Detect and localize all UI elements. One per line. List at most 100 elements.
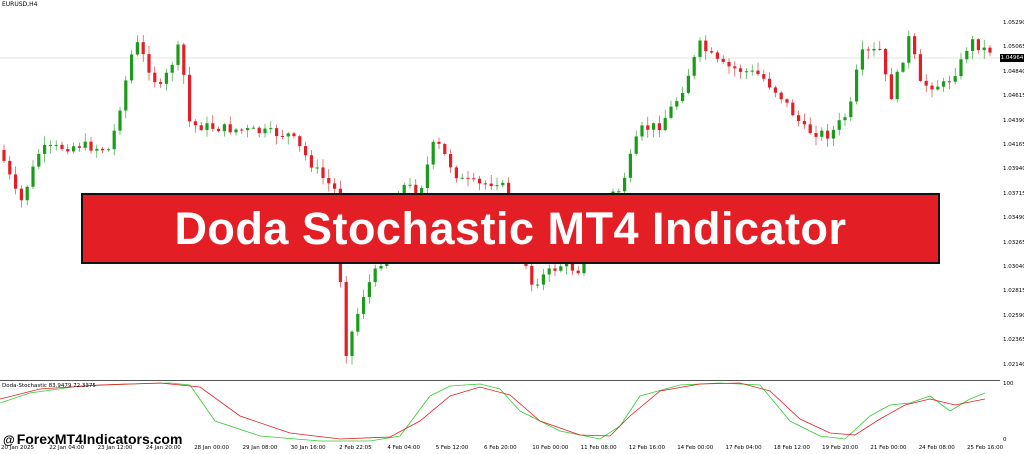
candle-body <box>483 183 487 185</box>
candle-body <box>222 124 226 132</box>
candle-body <box>971 39 975 51</box>
stochastic-signal-line <box>0 382 986 440</box>
candle-body <box>43 144 47 154</box>
time-tick-label: 22 Jan 04:00 <box>49 445 85 451</box>
candle-body <box>54 144 58 146</box>
price-chart[interactable] <box>0 0 1000 380</box>
candle-body <box>686 75 690 93</box>
candle-body <box>779 92 783 100</box>
candle-body <box>95 148 99 151</box>
candle-body <box>344 281 348 356</box>
candle-body <box>356 313 360 332</box>
candle-body <box>814 133 818 137</box>
candle-body <box>849 101 853 118</box>
candle-body <box>634 136 638 154</box>
price-tick-label: 1.02590 <box>1003 312 1024 319</box>
candle-body <box>321 167 325 178</box>
time-tick-label: 17 Feb 04:00 <box>725 445 762 451</box>
candle-body <box>362 297 366 314</box>
time-tick-label: 28 Jan 00:00 <box>194 445 230 451</box>
time-tick-label: 10 Feb 00:00 <box>532 445 569 451</box>
candle-body <box>19 188 23 201</box>
candle-body <box>333 183 337 189</box>
candle-body <box>217 128 221 132</box>
candle-body <box>565 263 569 267</box>
candle-body <box>895 71 899 100</box>
candle-body <box>478 178 482 184</box>
candle-body <box>60 144 64 149</box>
candle-body <box>750 70 754 72</box>
time-tick-label: 5 Feb 12:00 <box>435 445 469 451</box>
price-tick-label: 1.04390 <box>1003 117 1024 124</box>
candle-body <box>263 128 267 134</box>
candle-body <box>942 81 946 87</box>
candle-body <box>936 86 940 90</box>
price-tick-label: 1.04840 <box>1003 68 1024 75</box>
subwindow-divider[interactable] <box>0 380 1000 381</box>
price-tick-label: 1.02365 <box>1003 337 1024 344</box>
time-tick-label: 29 Jan 08:00 <box>242 445 278 451</box>
time-axis[interactable]: 20 Jan 2025 22 Jan 04:00 23 Jan 12:00 24 Ja… <box>0 444 1003 454</box>
candle-body <box>501 182 505 186</box>
candle-body <box>309 155 313 168</box>
candle-body <box>460 177 464 179</box>
at-symbol: @ <box>3 433 15 447</box>
candle-body <box>420 187 424 194</box>
candle-body <box>982 47 986 51</box>
site-watermark: @ ForexMT4Indicators.com <box>3 431 182 447</box>
price-axis[interactable]: 1.05290 1.05065 1.04840 1.04615 1.04390 1.041… <box>1000 0 1024 380</box>
candle-body <box>437 141 441 144</box>
candle-body <box>489 183 493 187</box>
candle-body <box>744 71 748 73</box>
time-tick-label: 24 Feb 08:00 <box>918 445 955 451</box>
candle-body <box>797 115 801 122</box>
time-tick-label: 12 Feb 16:00 <box>628 445 665 451</box>
watermark-text: ForexMT4Indicators.com <box>16 431 183 447</box>
title-banner: Doda Stochastic MT4 Indicator <box>81 193 940 264</box>
candle-body <box>193 121 197 126</box>
candle-body <box>901 62 905 72</box>
candle-body <box>721 58 725 62</box>
candle-body <box>715 52 719 59</box>
candle-body <box>808 124 812 134</box>
candle-body <box>66 148 70 152</box>
candle-body <box>913 36 917 55</box>
candle-body <box>112 130 116 150</box>
candle-body <box>251 127 255 129</box>
candle-body <box>657 123 661 131</box>
candle-body <box>959 59 963 77</box>
candle-body <box>234 129 238 133</box>
candle-body <box>924 80 928 86</box>
candle-body <box>704 40 708 52</box>
price-tick-label: 1.04615 <box>1003 93 1024 100</box>
candle-body <box>367 282 371 298</box>
candle-body <box>48 144 52 146</box>
candle-body <box>768 78 772 88</box>
candle-body <box>182 44 186 75</box>
candle-body <box>617 191 621 193</box>
candle-body <box>733 66 737 69</box>
price-tick-label: 1.03040 <box>1003 264 1024 270</box>
candle-body <box>646 125 650 130</box>
candle-body <box>947 81 951 83</box>
candle-body <box>889 74 893 100</box>
candle-body <box>530 265 534 285</box>
candle-body <box>536 284 540 286</box>
time-tick-label: 23 Jan 12:00 <box>97 445 133 451</box>
candle-body <box>773 87 777 93</box>
price-tick-label: 1.02140 <box>1003 361 1024 368</box>
stochastic-main-line <box>0 382 986 442</box>
stochastic-subwindow[interactable] <box>0 381 1000 444</box>
candle-body <box>976 39 980 51</box>
candle-body <box>292 133 296 137</box>
candle-body <box>188 74 192 122</box>
candle-body <box>843 117 847 121</box>
candle-body <box>106 149 110 151</box>
level-0-label: 0 <box>1003 437 1007 443</box>
candle-body <box>692 56 696 76</box>
candle-body <box>826 130 830 139</box>
candle-body <box>762 74 766 79</box>
candle-body <box>756 70 760 75</box>
time-tick-label: 6 Feb 20:00 <box>484 445 517 451</box>
candle-body <box>153 72 157 83</box>
